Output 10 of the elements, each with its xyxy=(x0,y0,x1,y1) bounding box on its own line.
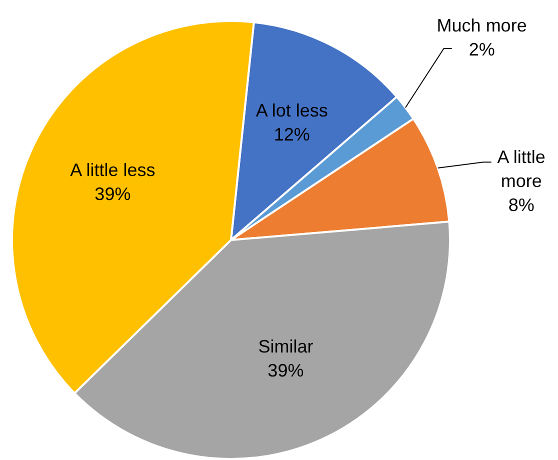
data-label: 2% xyxy=(468,39,495,60)
slice-label: Similar xyxy=(258,336,314,356)
slice-label: A lot less xyxy=(256,100,328,121)
data-label: 8% xyxy=(508,195,534,216)
data-label: 12% xyxy=(274,124,310,145)
slice-label: A little less xyxy=(70,160,156,180)
slice-label: A little more xyxy=(497,147,546,192)
data-label: 39% xyxy=(268,360,304,380)
slice-label: Much more xyxy=(436,15,527,36)
data-label: 39% xyxy=(94,184,131,204)
